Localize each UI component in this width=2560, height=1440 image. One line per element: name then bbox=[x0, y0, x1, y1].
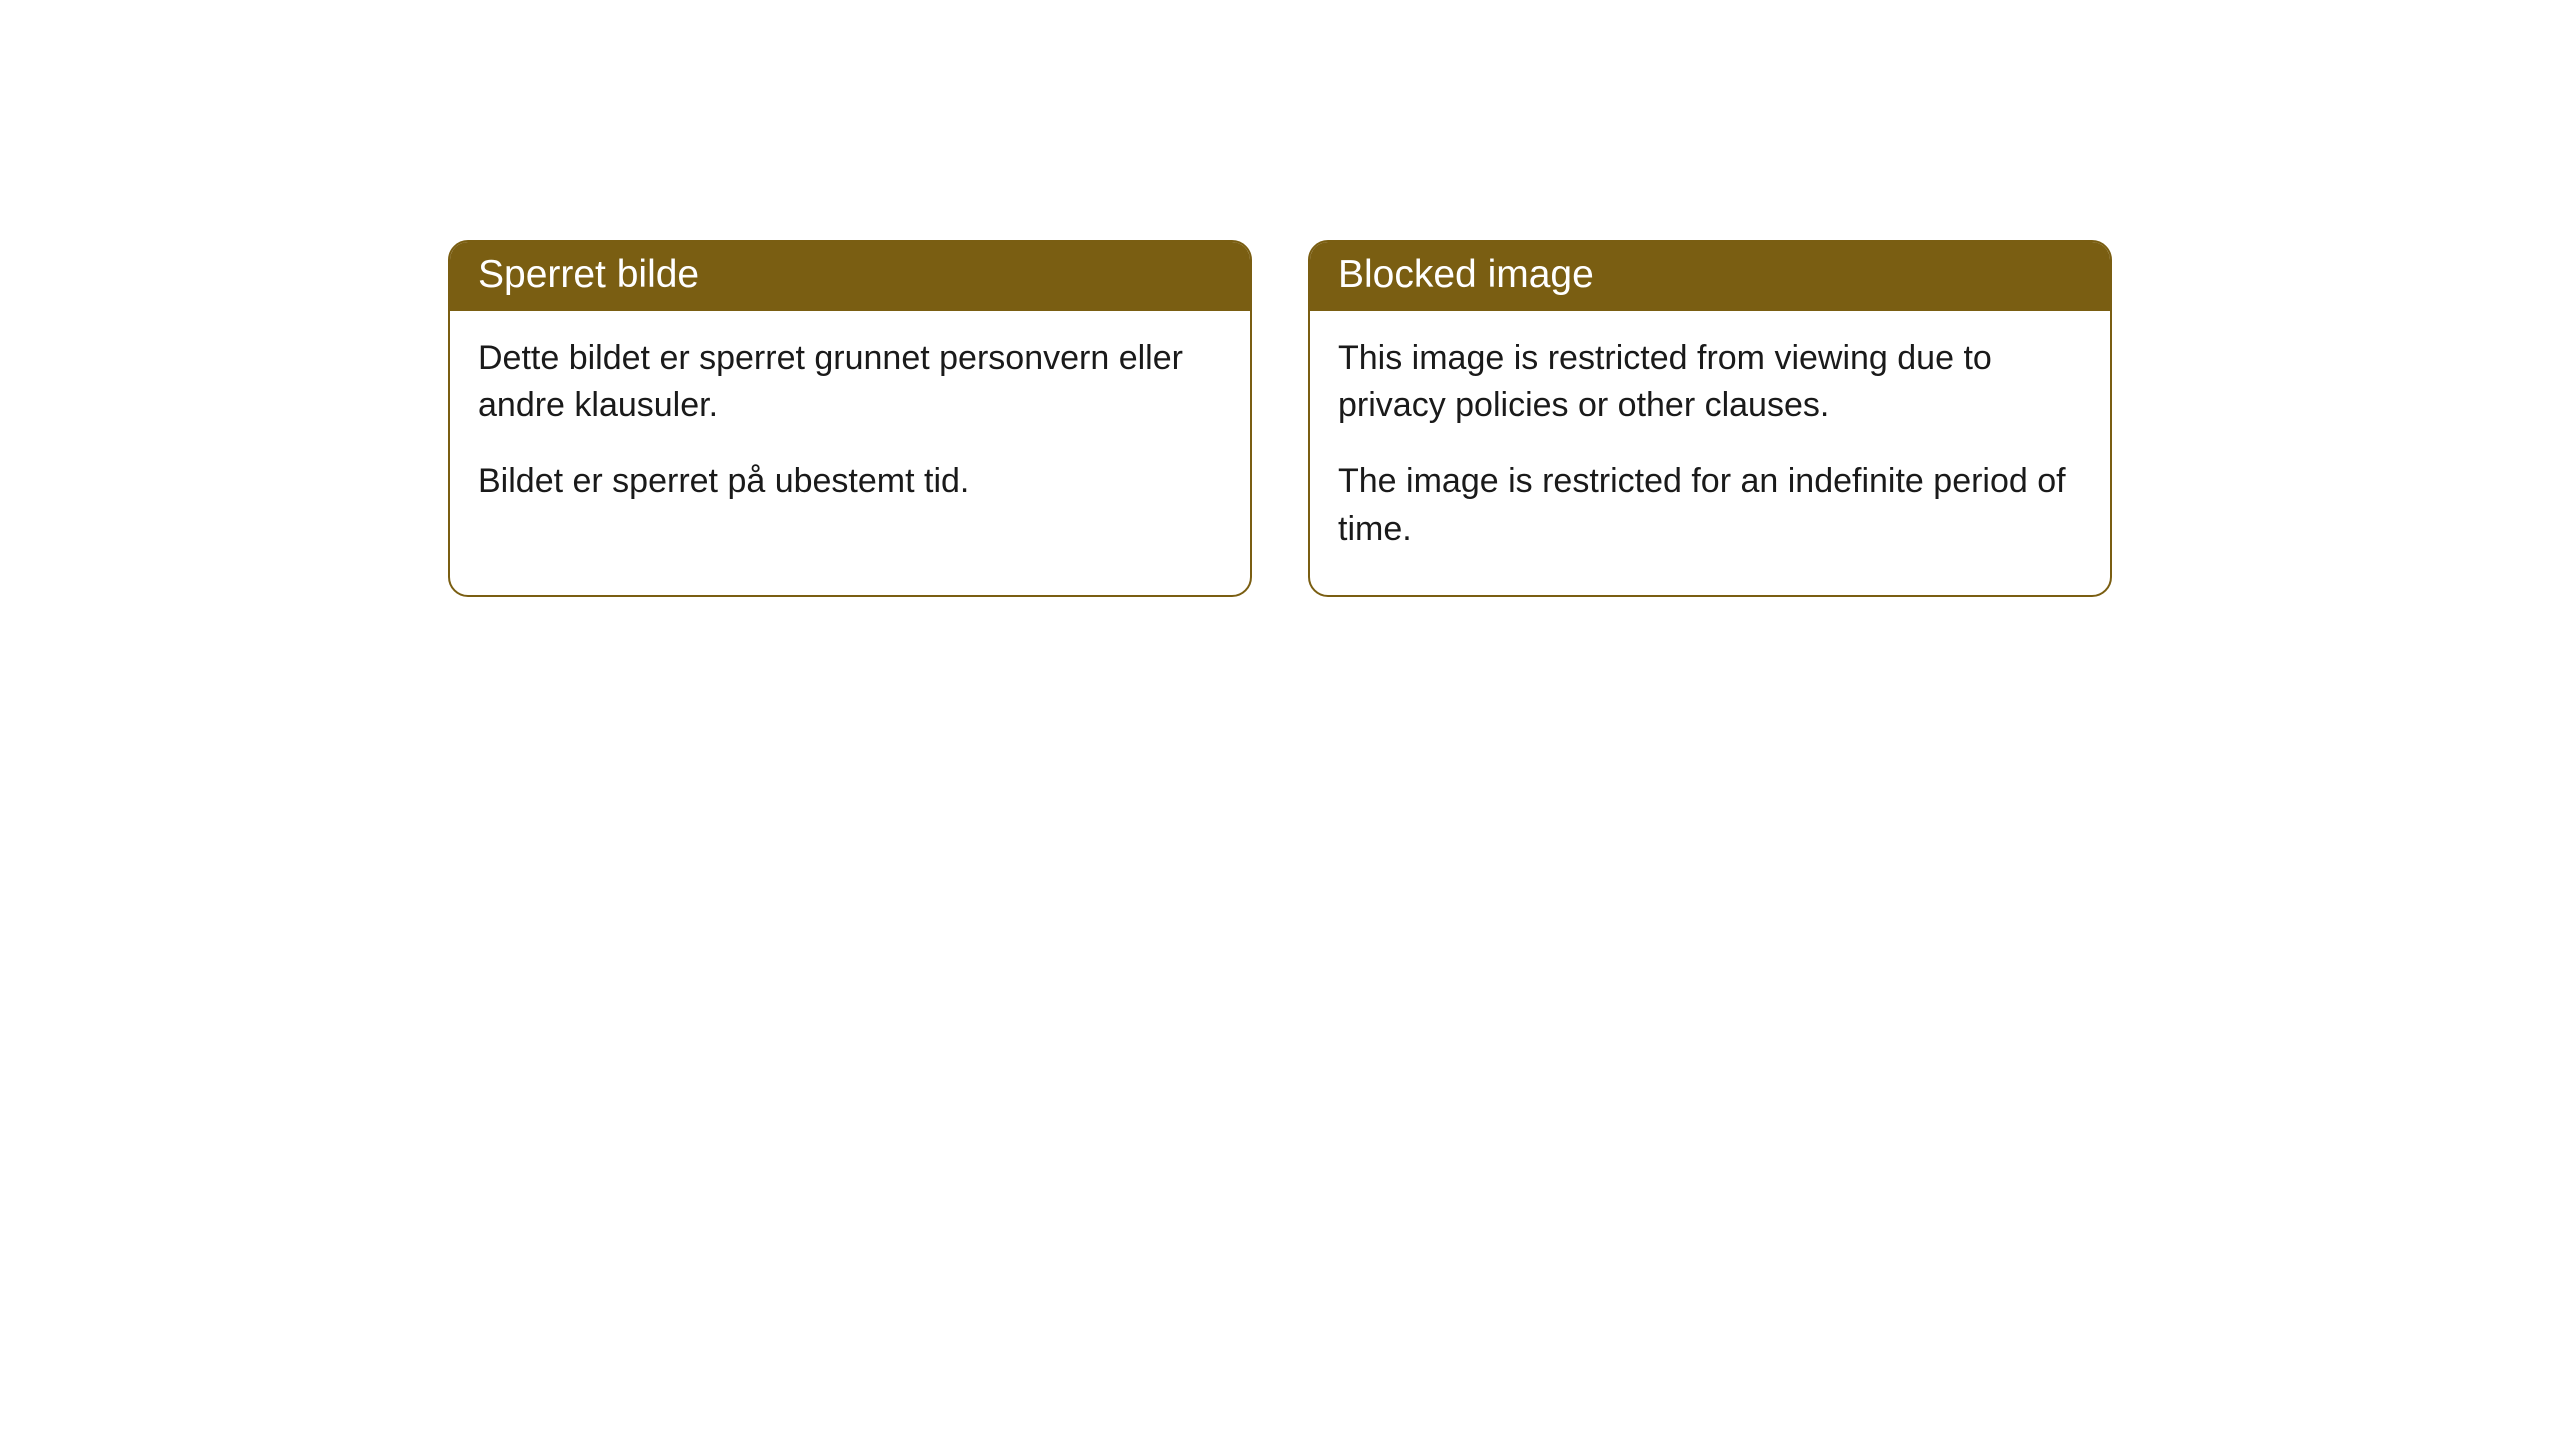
notice-paragraph: The image is restricted for an indefinit… bbox=[1338, 458, 2082, 553]
notice-body: This image is restricted from viewing du… bbox=[1310, 311, 2110, 595]
notice-container: Sperret bilde Dette bildet er sperret gr… bbox=[0, 0, 2560, 597]
notice-paragraph: Bildet er sperret på ubestemt tid. bbox=[478, 458, 1222, 506]
notice-card-norwegian: Sperret bilde Dette bildet er sperret gr… bbox=[448, 240, 1252, 597]
notice-card-english: Blocked image This image is restricted f… bbox=[1308, 240, 2112, 597]
notice-header: Blocked image bbox=[1310, 242, 2110, 311]
notice-paragraph: Dette bildet er sperret grunnet personve… bbox=[478, 335, 1222, 430]
notice-paragraph: This image is restricted from viewing du… bbox=[1338, 335, 2082, 430]
notice-body: Dette bildet er sperret grunnet personve… bbox=[450, 311, 1250, 548]
notice-header: Sperret bilde bbox=[450, 242, 1250, 311]
